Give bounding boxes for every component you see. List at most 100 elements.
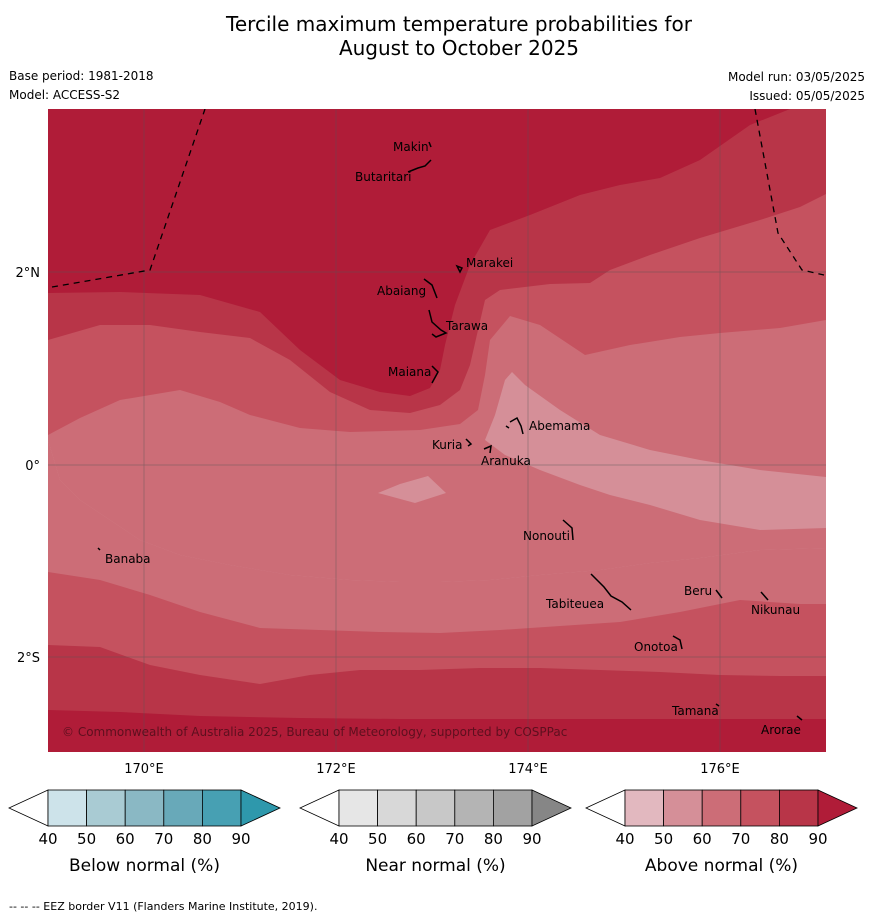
colorbar-segment <box>454 789 494 827</box>
title-line-1: Tercile maximum temperature probabilitie… <box>226 12 692 36</box>
island-nonouti <box>562 519 574 541</box>
colorbar-tick-label: 90 <box>231 830 250 848</box>
island-butaritari <box>407 159 432 173</box>
colorbar-tick-label: 40 <box>38 830 57 848</box>
label-tarawa: Tarawa <box>445 319 488 333</box>
island-marakei <box>455 264 464 274</box>
colorbar-tick-label: 50 <box>368 830 387 848</box>
colorbar-above: 40 50 60 70 80 90 Above normal (%) <box>585 789 858 876</box>
island-makin <box>428 141 432 148</box>
island-onotoa <box>672 635 683 650</box>
colorbar-segment <box>701 789 742 827</box>
model-run: Model run: 03/05/2025 <box>727 70 865 84</box>
island-abemama <box>505 416 524 435</box>
island-aranuka <box>483 444 492 454</box>
colorbar-segment <box>377 789 417 827</box>
axis-labels: 2°N 0° 2°S 170°E 172°E 174°E 176°E <box>16 266 740 777</box>
colorbar-segment <box>201 789 242 827</box>
colorbar-tick-label: 80 <box>770 830 789 848</box>
eez-footnote: -- -- -- EEZ border V11 (Flanders Marine… <box>9 900 318 913</box>
label-makin: Makin <box>393 140 429 154</box>
colorbar-tick-label: 70 <box>445 830 464 848</box>
title-line-2: August to October 2025 <box>338 36 580 60</box>
colorbar-extend-high <box>817 789 858 827</box>
colorbar-tick-label: 60 <box>407 830 426 848</box>
colorbar-title: Above normal (%) <box>645 856 798 876</box>
colorbar-tick-label: 90 <box>522 830 541 848</box>
label-aranuka: Aranuka <box>481 454 531 468</box>
zone-50-core <box>485 372 826 530</box>
place-labels: Makin Butaritari Marakei Abaiang Tarawa … <box>105 140 801 737</box>
islands <box>97 141 803 721</box>
colorbar-extend-low <box>8 789 49 827</box>
issued-date: Issued: 05/05/2025 <box>749 89 865 103</box>
colorbar-tick-label: 50 <box>654 830 673 848</box>
colorbar-tick-label: 60 <box>116 830 135 848</box>
island-arorae <box>796 715 803 721</box>
eez-border <box>51 109 825 288</box>
colorbar-tick-label: 70 <box>731 830 750 848</box>
label-nikunau: Nikunau <box>751 603 800 617</box>
colorbar-extend-low <box>299 789 340 827</box>
island-tamana <box>715 703 720 707</box>
gridlines <box>48 109 826 752</box>
lon-label-176e: 176°E <box>700 762 740 777</box>
lat-label-0: 0° <box>25 459 40 474</box>
probability-fields: Makin Butaritari Marakei Abaiang Tarawa … <box>48 109 826 752</box>
colorbar-segment <box>740 789 780 827</box>
colorbar-extend-low <box>585 789 626 827</box>
colorbar-title: Near normal (%) <box>365 856 505 876</box>
zone-90-south <box>48 710 826 752</box>
island-kuria <box>465 438 473 447</box>
label-tamana: Tamana <box>671 704 719 718</box>
lat-label-2n: 2°N <box>16 266 41 281</box>
island-beru <box>715 589 723 599</box>
colorbar-tick-label: 50 <box>77 830 96 848</box>
label-tabiteuea: Tabiteuea <box>545 597 604 611</box>
colorbar-segment <box>124 789 165 827</box>
colorbar-segment <box>86 789 126 827</box>
label-banaba: Banaba <box>105 552 151 566</box>
colorbar-segment <box>47 789 87 827</box>
label-nonouti: Nonouti <box>523 529 570 543</box>
label-abaiang: Abaiang <box>377 284 426 298</box>
colorbar-tick-label: 70 <box>154 830 173 848</box>
base-period: Base period: 1981-2018 <box>9 69 154 83</box>
colorbar-tick-label: 40 <box>615 830 634 848</box>
island-banaba <box>97 547 101 551</box>
zone-50-patch <box>378 476 446 503</box>
colorbars: 40 50 60 70 80 90 Below normal (%) 40 50 60 70 80 90… <box>8 789 858 876</box>
model-name: Model: ACCESS-S2 <box>9 88 121 102</box>
colorbar-near: 40 50 60 70 80 90 Near normal (%) <box>299 789 572 876</box>
lon-label-172e: 172°E <box>316 762 356 777</box>
label-onotoa: Onotoa <box>634 640 678 654</box>
island-tabiteuea <box>590 573 632 611</box>
meta-left: Base period: 1981-2018 Model: ACCESS-S2 <box>9 69 154 107</box>
colorbar-tick-label: 60 <box>693 830 712 848</box>
colorbar-segment <box>492 789 533 827</box>
island-nikunau <box>760 591 769 601</box>
lon-label-170e: 170°E <box>124 762 164 777</box>
colorbar-segment <box>415 789 456 827</box>
colorbar-title: Below normal (%) <box>69 856 220 876</box>
colorbar-tick-label: 90 <box>808 830 827 848</box>
label-butaritari: Butaritari <box>355 170 412 184</box>
label-kuria: Kuria <box>432 438 463 452</box>
colorbar-tick-label: 80 <box>193 830 212 848</box>
colorbar-segment <box>163 789 203 827</box>
colorbar-segment <box>779 789 819 827</box>
colorbar-segment <box>624 789 664 827</box>
lat-label-2s: 2°S <box>17 651 40 666</box>
label-arorae: Arorae <box>761 723 801 737</box>
colorbar-extend-high <box>531 789 572 827</box>
meta-right: Model run: 03/05/2025 Issued: 05/05/2025 <box>728 70 865 108</box>
lon-label-174e: 174°E <box>508 762 548 777</box>
colorbar-tick-label: 40 <box>329 830 348 848</box>
label-marakei: Marakei <box>466 256 513 270</box>
island-maiana <box>431 365 439 384</box>
map-title: Tercile maximum temperature probabilitie… <box>0 12 873 60</box>
island-abaiang <box>423 278 438 299</box>
colorbar-segment <box>663 789 703 827</box>
colorbar-below: 40 50 60 70 80 90 Below normal (%) <box>8 789 281 876</box>
